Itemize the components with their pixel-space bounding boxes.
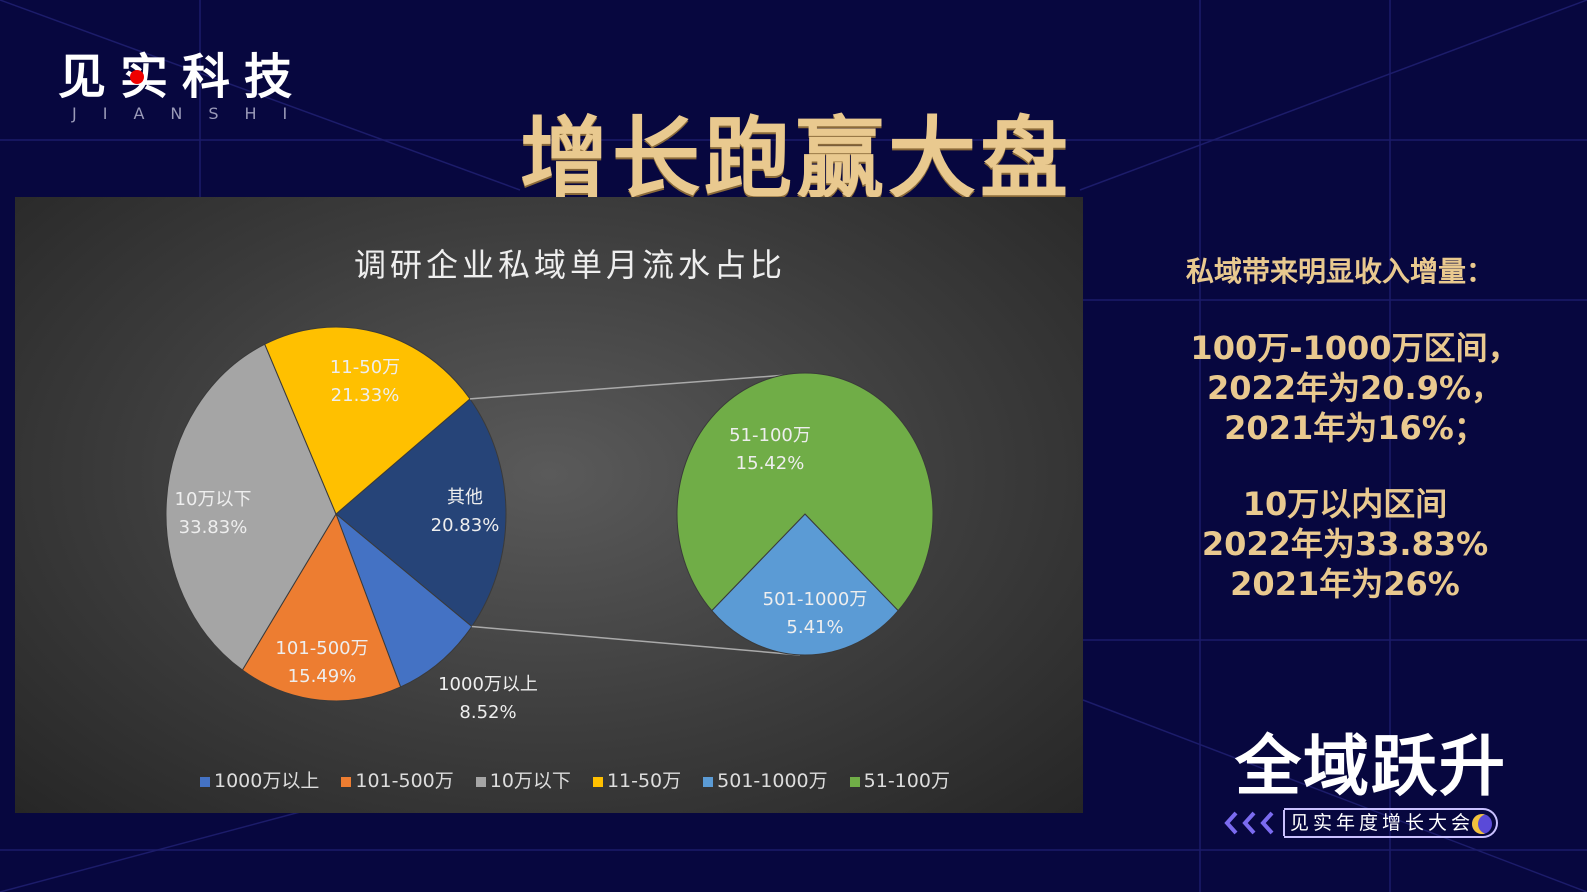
- connector-line: [471, 625, 801, 656]
- legend-swatch: [592, 777, 603, 787]
- legend-label: 501-1000万: [717, 770, 828, 792]
- data-label: 15.42%: [736, 453, 805, 474]
- legend-swatch: [703, 777, 714, 787]
- legend-swatch: [200, 777, 210, 787]
- legend-item: 11-50万: [592, 766, 682, 793]
- pie-slice: [264, 326, 471, 515]
- data-label: 11-50万: [330, 357, 400, 378]
- pie-slice: [241, 512, 402, 702]
- data-label: 8.52%: [459, 702, 516, 723]
- data-label: 10万以下: [175, 489, 252, 510]
- brand-title: 全域跃升: [1235, 728, 1507, 805]
- data-label: 15.49%: [288, 666, 357, 687]
- legend-swatch: [475, 777, 486, 787]
- data-label: 51-100万: [729, 425, 811, 446]
- logo-subtitle: JIANSHI: [72, 104, 314, 123]
- legend-label: 10万以下: [489, 770, 571, 792]
- legend-item: 1000万以上: [200, 766, 319, 793]
- legend-item: 501-1000万: [703, 766, 828, 793]
- moon-icon: [1472, 814, 1492, 834]
- pie-slice: [165, 343, 337, 671]
- side-line: 100万-1000万区间，: [1190, 329, 1520, 367]
- side-line: 2021年为26%: [1230, 565, 1460, 603]
- chart-title: 调研企业私域单月流水占比: [353, 246, 786, 284]
- logo: 见实科技: [58, 49, 307, 105]
- connector-line: [469, 373, 801, 400]
- logo-dot: [130, 70, 144, 84]
- legend-swatch: [341, 777, 352, 787]
- chart-legend: 1000万以上 101-500万 10万以下 11-50万 501-1000万 51-10…: [200, 766, 950, 793]
- data-label: 其他: [447, 487, 483, 508]
- pie-slice: [334, 512, 473, 688]
- legend-item: 101-500万: [341, 766, 454, 793]
- side-line: 2022年为20.9%，: [1206, 369, 1504, 407]
- side-line: 10万以内区间: [1242, 485, 1448, 523]
- pie-slice: [676, 372, 934, 612]
- side-block-1: 100万-1000万区间， 2022年为20.9%， 2021年为16%；: [1135, 328, 1575, 448]
- data-label: 101-500万: [275, 638, 368, 659]
- data-label: 5.41%: [786, 617, 843, 638]
- pie-slice: [711, 513, 899, 656]
- side-line: 2022年为33.83%: [1201, 525, 1489, 563]
- side-heading: 私域带来明显收入增量：: [1185, 255, 1494, 288]
- brand-subtitle: 见实年度增长大会: [1284, 808, 1498, 838]
- legend-item: 10万以下: [475, 766, 571, 793]
- side-line: 2021年为16%；: [1224, 409, 1486, 447]
- data-label: 33.83%: [179, 517, 248, 538]
- legend-item: 51-100万: [849, 766, 950, 793]
- data-label: 20.83%: [431, 515, 500, 536]
- side-block-2: 10万以内区间 2022年为33.83% 2021年为26%: [1125, 484, 1565, 604]
- chevrons-icon: [1224, 810, 1285, 836]
- pie-chart: 其他 20.83% 1000万以上 8.52% 101-500万 15.49% 10万以下 3…: [165, 326, 934, 723]
- legend-label: 11-50万: [606, 770, 682, 792]
- data-label: 21.33%: [331, 385, 400, 406]
- page-title: 增长跑赢大盘: [520, 107, 1073, 210]
- legend-label: 1000万以上: [214, 770, 320, 792]
- data-label: 1000万以上: [438, 674, 538, 695]
- pie-slice: [335, 398, 507, 628]
- legend-label: 51-100万: [863, 770, 950, 792]
- data-label: 501-1000万: [763, 589, 868, 610]
- legend-swatch: [849, 777, 860, 787]
- legend-label: 101-500万: [355, 770, 454, 792]
